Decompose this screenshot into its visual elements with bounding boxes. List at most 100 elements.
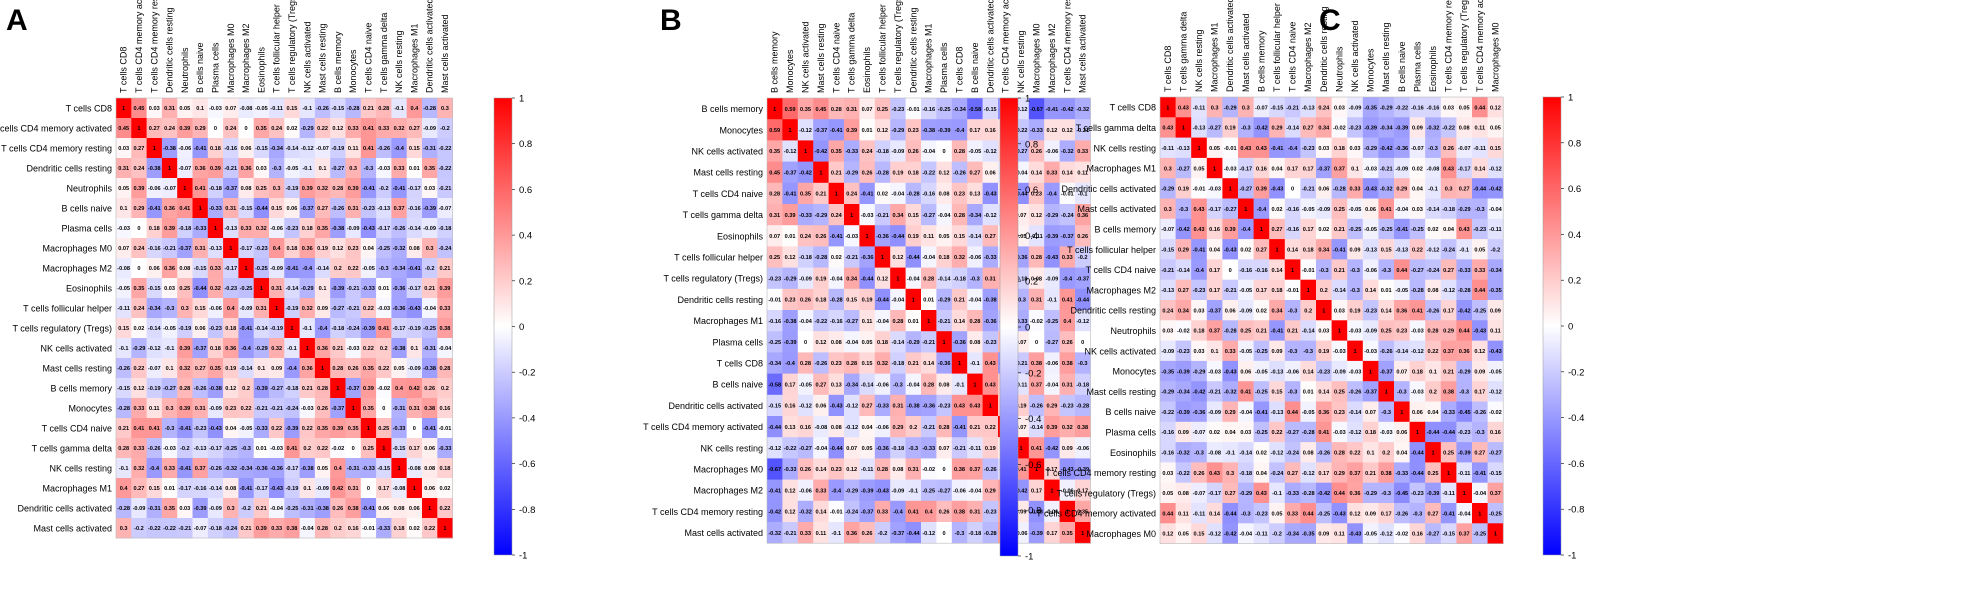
cell-value-label: -0.23 [224,286,237,292]
cell-value-label: -0.44 [1442,430,1456,436]
cell-value-label: 0.03 [424,186,435,192]
heatmap-cell [345,358,362,379]
cell-value-label: 0.29 [1272,126,1283,132]
cell-value-label: -0.34 [393,266,407,272]
cell-value-label: -0.42 [799,170,812,176]
heatmap-cell [437,118,453,139]
cell-value-label: -0.36 [922,404,935,410]
cell-value-label: 0.39 [210,166,221,172]
heatmap-cell [223,138,239,159]
cell-value-label: 0.14 [954,319,966,325]
heatmap-cell [406,358,423,379]
heatmap-cell [223,518,239,539]
cell-value-label: -0.08 [240,106,253,112]
heatmap-cell [131,258,147,279]
cell-value-label: 0.01 [378,286,389,292]
heatmap-cell [422,98,438,119]
cell-value-label: 0.19 [908,234,919,240]
heatmap-cell [131,98,147,119]
heatmap-cell [253,218,270,239]
cell-value-label: -0.42 [1380,146,1393,152]
cell-value-label: -0.01 [1193,187,1206,193]
cell-value-label: 0.06 [1225,308,1236,314]
cell-value-label: 0.29 [1443,329,1454,335]
cell-value-label: -0.17 [393,326,406,332]
heatmap-cell [116,498,132,519]
cell-value-label: -0.4 [287,366,298,372]
cell-value-label: -0.29 [1364,491,1377,497]
cell-value-label: 0.24 [800,234,812,240]
cell-value-label: 0.15 [908,213,919,219]
heatmap-cell [437,98,453,119]
cell-value-label: 1 [382,446,385,452]
cell-value-label: -0.31 [423,146,436,152]
cell-value-label: 0.3 [1226,471,1234,477]
cell-value-label: 0.17 [969,128,980,134]
cell-value-label: -0.04 [1239,410,1253,416]
cell-value-label: -0.01 [1286,288,1299,294]
cell-value-label: -0.1 [1272,491,1282,497]
cell-value-label: 0.29 [892,425,903,431]
heatmap-cell [207,378,224,399]
column-label: Monocytes [785,49,795,93]
cell-value-label: 1 [1229,187,1232,193]
cell-value-label: 0.3 [1164,166,1172,172]
cell-value-label: 1 [850,213,853,219]
heatmap-cell [269,398,285,419]
cell-value-label: -0.23 [1473,227,1486,233]
heatmap-cell [177,478,193,499]
cell-value-label: 0.24 [134,306,146,312]
cell-value-label: -0.44 [194,286,208,292]
heatmap-cell [437,378,453,399]
cell-value-label: -0.27 [1411,268,1424,274]
column-label: Plasma cells [1412,41,1422,92]
cell-value-label: 0.21 [831,170,842,176]
cell-value-label: 0.38 [1077,425,1088,431]
row-label: B cells naive [1105,407,1156,417]
colorbar-tick-label: -0.4 [1568,413,1584,424]
cell-value-label: 0.39 [348,186,359,192]
cell-value-label: 0.21 [1256,329,1267,335]
cell-value-label: 1 [229,246,232,252]
heatmap-cell [299,258,316,279]
heatmap-cell [391,398,408,419]
heatmap-cell [767,119,783,141]
heatmap-cell [238,138,255,159]
heatmap-cell [299,478,316,499]
cell-value-label: 0.18 [1412,369,1423,375]
cell-value-label: -0.04 [1395,207,1409,213]
cell-value-label: -0.13 [1302,105,1315,111]
cell-value-label: 0.08 [1428,288,1439,294]
column-label: T cells CD4 memory activated [134,0,144,93]
cell-value-label: -0.32 [1076,107,1089,113]
cell-value-label: -0.27 [1427,532,1440,538]
cell-value-label: -0.27 [163,386,176,392]
row-label: NK cells resting [1093,143,1156,153]
cell-value-label: 0.02 [1240,247,1251,253]
cell-value-label: 0.09 [1365,511,1376,517]
cell-value-label: 1 [214,226,217,232]
cell-value-label: 0 [1291,187,1294,193]
heatmap-cell [314,298,331,319]
cell-value-label: -0.05 [799,382,812,388]
heatmap-cell [269,438,285,459]
heatmap-cell [330,258,346,279]
cell-value-label: 0.17 [1381,511,1392,517]
cell-value-label: -0.03 [1380,430,1393,436]
cell-value-label: -0.31 [423,346,436,352]
cell-value-label: -0.14 [240,366,254,372]
cell-value-label: 0.33 [815,488,826,494]
cell-value-label: 0.16 [1490,430,1501,436]
panel-label: A [6,4,28,37]
cell-value-label: 0 [137,226,140,232]
cell-value-label: -0.02 [1489,410,1502,416]
heatmap-cell [345,498,362,519]
heatmap-cell [253,378,270,399]
cell-value-label: -0.38 [163,146,176,152]
cell-value-label: 0.44 [1303,511,1315,517]
cell-value-label: 0.28 [1031,255,1042,261]
heatmap-cell [874,140,891,162]
cell-value-label: -0.21 [163,246,176,252]
cell-value-label: 0.05 [179,106,190,112]
cell-value-label: 1 [183,186,186,192]
